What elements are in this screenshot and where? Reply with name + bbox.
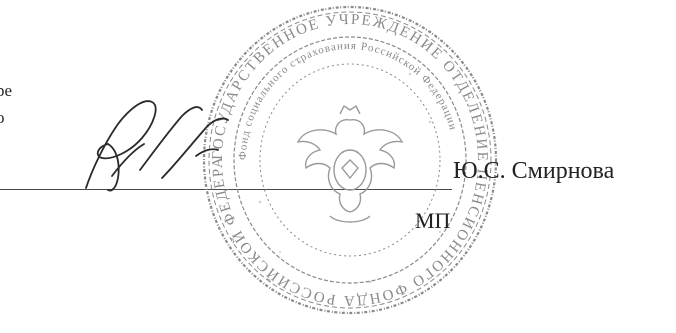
signature-line [0, 189, 452, 190]
emblem-icon [296, 104, 404, 223]
round-seal-icon: ГОСУДАРСТВЕННОЕ УЧРЕЖДЕНИЕ ОТДЕЛЕНИЕ ПЕН… [200, 2, 498, 315]
left-text-fragment: о [0, 108, 5, 127]
left-text-fragment: ре [0, 81, 13, 100]
signer-name: Ю.С. Смирнова [453, 158, 615, 184]
handwritten-signature-icon [85, 100, 229, 192]
seal-place-mark: МП [415, 208, 451, 233]
